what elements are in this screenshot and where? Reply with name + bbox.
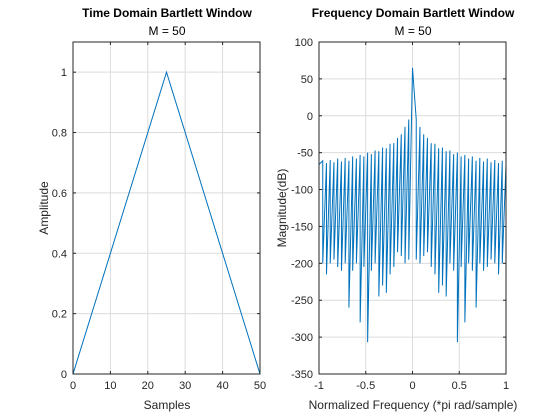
time-domain-series-line: [73, 70, 260, 374]
time-domain-ytick-label: 0.2: [52, 309, 67, 321]
frequency-domain-xtick-label: -0.5: [356, 380, 375, 392]
frequency-domain-ytick-label: -100: [291, 185, 313, 197]
frequency-domain-ytick-label: -300: [291, 332, 313, 344]
frequency-domain-frame: [318, 41, 507, 375]
time-domain-ytick-label: 0.6: [52, 188, 67, 200]
time-domain-xtick-label: 0: [70, 380, 76, 392]
frequency-domain-ytick-label: -150: [291, 221, 313, 233]
time-domain-xtick-label: 40: [216, 380, 228, 392]
frequency-domain-ticks: -1 -0.5 0 0.5 1 -350 -300 -250 -200 -150 -100 -50 0 5…: [291, 37, 509, 392]
time-domain-ytick-label: 0: [61, 369, 67, 381]
frequency-domain-ytick-label: 100: [295, 37, 313, 49]
time-domain-xlabel: Samples: [144, 398, 191, 412]
time-domain-axes: Time Domain Bartlett Window M = 50 0 10 20…: [37, 6, 266, 412]
frequency-domain-plot: [319, 67, 506, 343]
frequency-domain-subtitle: M = 50: [394, 24, 431, 38]
frequency-domain-series-line: [319, 67, 506, 343]
frequency-domain-xtick-label: -1: [314, 380, 324, 392]
frequency-domain-xtick-label: 1: [503, 380, 509, 392]
frequency-domain-title: Frequency Domain Bartlett Window: [312, 6, 515, 20]
frequency-domain-xlabel: Normalized Frequency (*pi rad/sample): [309, 398, 518, 412]
frequency-domain-ytick-label: 50: [301, 74, 313, 86]
time-domain-ytick-label: 1: [61, 67, 67, 79]
time-domain-xtick-label: 50: [254, 380, 266, 392]
time-domain-xtick-label: 20: [142, 380, 154, 392]
frequency-domain-xtick-label: 0: [409, 380, 415, 392]
frequency-domain-ylabel: Magnitude(dB): [275, 169, 289, 248]
frequency-domain-ytick-label: 0: [307, 111, 313, 123]
time-domain-xtick-label: 30: [179, 380, 191, 392]
time-domain-plot: [73, 70, 260, 374]
frequency-domain-ytick-label: -350: [291, 369, 313, 381]
time-domain-ytick-label: 0.4: [52, 248, 67, 260]
time-domain-ticks: 0 10 20 30 40 50 0 0.2 0.4 0.6 0.8 1: [52, 42, 266, 392]
time-domain-frame: [72, 41, 261, 375]
time-domain-xtick-label: 10: [104, 380, 116, 392]
frequency-domain-ytick-label: -250: [291, 295, 313, 307]
frequency-domain-xtick-label: 0.5: [452, 380, 467, 392]
frequency-domain-ytick-label: -200: [291, 258, 313, 270]
time-domain-title: Time Domain Bartlett Window: [82, 6, 252, 20]
time-domain-ylabel: Amplitude: [37, 181, 51, 235]
frequency-domain-axes: Frequency Domain Bartlett Window M = 50 …: [275, 6, 517, 412]
frequency-domain-ytick-label: -50: [297, 148, 313, 160]
time-domain-subtitle: M = 50: [148, 24, 185, 38]
time-domain-ytick-label: 0.8: [52, 128, 67, 140]
